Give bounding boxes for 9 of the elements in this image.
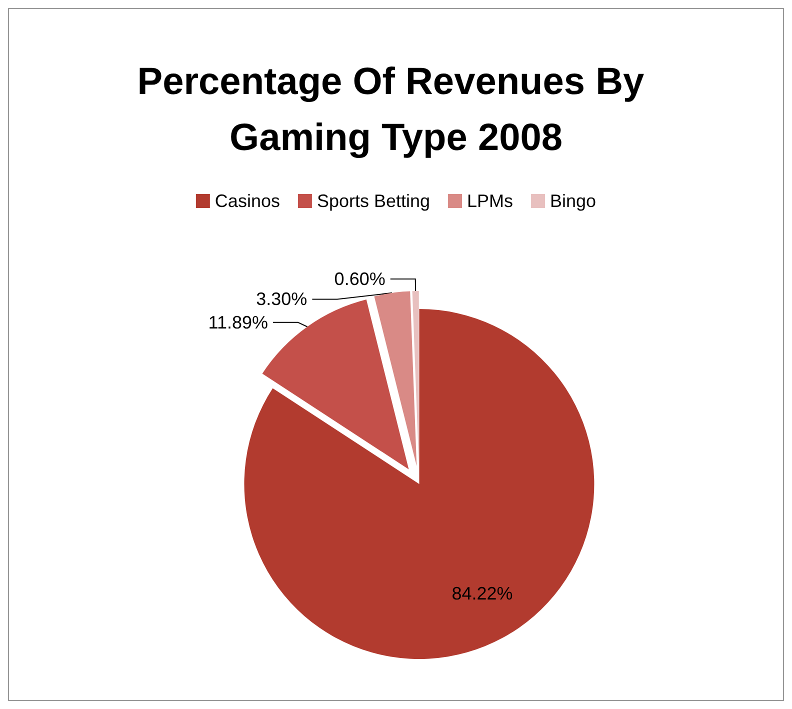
chart-title: Percentage Of Revenues By Gaming Type 2008 bbox=[137, 61, 655, 159]
legend-label: Sports Betting bbox=[316, 191, 430, 211]
data-label: 84.22% bbox=[452, 584, 513, 604]
data-label: 0.60% bbox=[334, 269, 386, 290]
data-label: 3.30% bbox=[256, 289, 308, 310]
data-label: 11.89% bbox=[208, 312, 268, 332]
legend-label: Bingo bbox=[550, 191, 596, 211]
legend-label: LPMs bbox=[467, 191, 514, 211]
legend-label: Casinos bbox=[214, 191, 280, 211]
